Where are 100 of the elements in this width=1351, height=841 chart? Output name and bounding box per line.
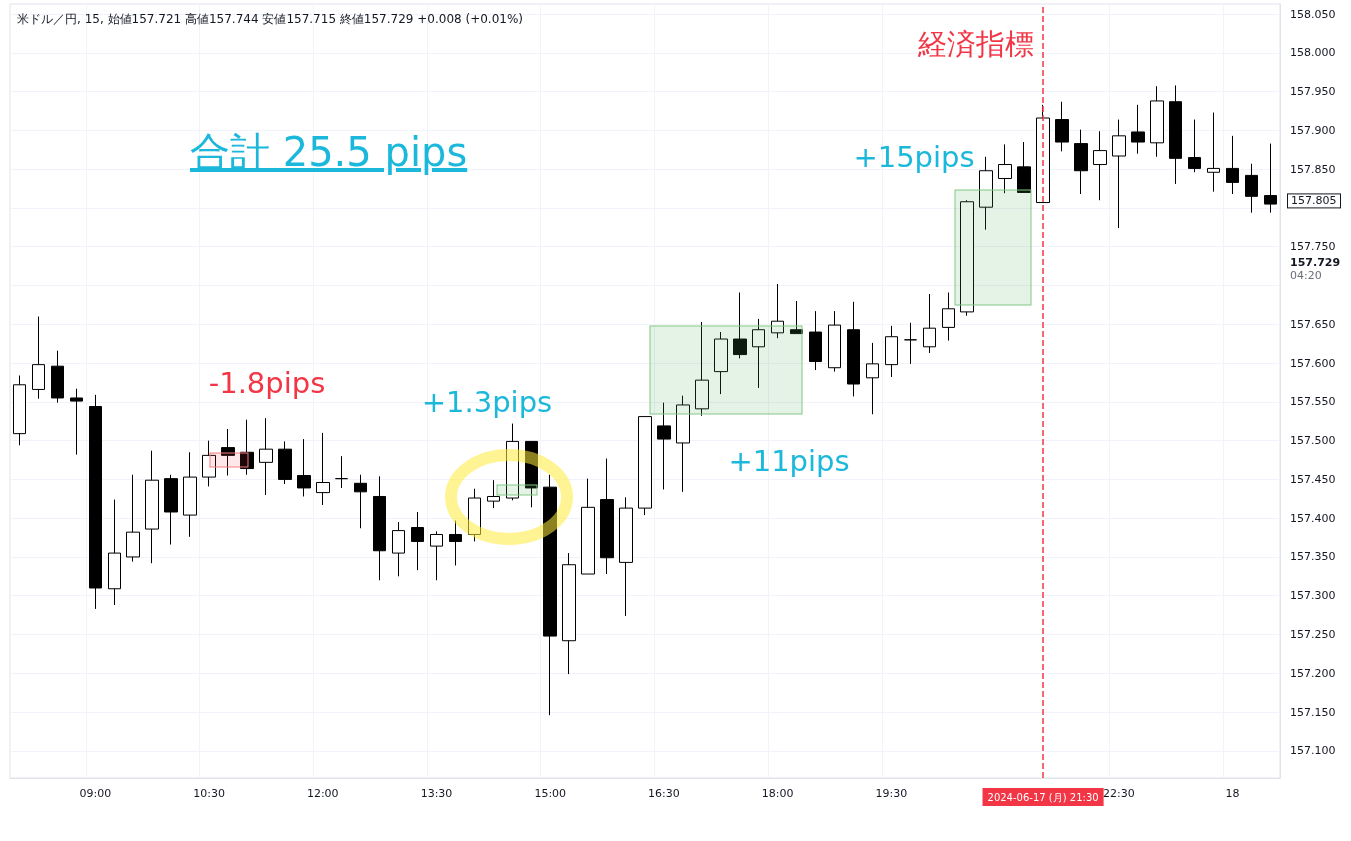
candlestick	[847, 301, 860, 397]
candlestick	[998, 143, 1012, 194]
candlestick	[676, 395, 690, 493]
candlestick	[164, 474, 178, 546]
candlestick	[960, 199, 974, 317]
candlestick	[506, 423, 519, 501]
candlestick	[259, 417, 273, 496]
candlestick	[240, 419, 254, 476]
candlestick	[373, 475, 386, 581]
y-tick-label: 158.000	[1290, 46, 1336, 60]
candlestick	[89, 394, 102, 610]
candlestick	[771, 283, 784, 339]
candlestick	[1074, 129, 1088, 195]
annotation: 経済指標	[918, 26, 1034, 62]
candlestick	[923, 293, 936, 354]
text: 157.805	[1287, 193, 1341, 209]
candlestick	[487, 479, 500, 509]
candlestick	[1131, 104, 1145, 155]
y-tick-label: 157.450	[1290, 472, 1336, 486]
candlestick	[411, 511, 424, 571]
candlestick	[108, 499, 121, 606]
candlestick	[1093, 130, 1107, 201]
x-tick-label: 16:30	[648, 787, 680, 800]
text: 米ドル／円, 15, 始値157.721 高値157.744 安値157.715 終値157.729 +0.008 (+0.01%)	[17, 12, 524, 26]
y-tick-label: 157.250	[1290, 628, 1336, 642]
candlestick	[904, 322, 917, 365]
candlestick	[866, 342, 879, 415]
x-tick-label: 09:00	[79, 787, 112, 800]
y-tick-label: 157.900	[1290, 123, 1336, 137]
annotation: 合計 25.5 pips	[190, 128, 468, 176]
candlestick	[335, 455, 348, 489]
y-tick-label: 157.300	[1290, 589, 1336, 603]
annotation: +15pips	[853, 139, 975, 175]
x-tick-label: 10:30	[193, 787, 225, 800]
y-tick-label: 157.100	[1290, 744, 1336, 758]
y-tick-label: 157.850	[1290, 162, 1336, 176]
candlestick	[354, 474, 367, 529]
x-tick-label: 2024-06-17 (月) 21:30	[987, 791, 1099, 803]
y-tick-label: 157.350	[1290, 550, 1336, 564]
candlestick	[278, 440, 292, 485]
candlestick	[1264, 143, 1277, 214]
candlestick	[525, 440, 538, 508]
candlestick	[543, 474, 557, 716]
candlestick	[1017, 141, 1031, 193]
y-tick-label: 157.550	[1290, 395, 1336, 409]
candlestick	[449, 520, 462, 566]
candlestick	[600, 457, 614, 575]
candlestick	[1112, 119, 1126, 229]
candlestick	[145, 450, 159, 564]
y-tick-label: 158.050	[1290, 7, 1336, 21]
text: 04:20	[1290, 269, 1322, 283]
candlestick	[657, 402, 671, 490]
x-tick-label: 13:30	[420, 787, 453, 800]
candlestick	[51, 350, 64, 404]
y-tick-label: 157.200	[1290, 666, 1336, 680]
candlestick	[885, 325, 898, 378]
candlestick	[581, 478, 595, 575]
candlestick	[430, 530, 443, 581]
candlestick	[979, 156, 993, 231]
y-tick-label: 157.650	[1290, 317, 1336, 331]
candlestick	[1188, 119, 1201, 173]
candlestick	[1169, 84, 1182, 185]
candlestick	[1150, 85, 1164, 158]
candlestick	[828, 310, 841, 373]
candlestick	[70, 388, 83, 456]
annotation: +1.3pips	[421, 384, 553, 420]
y-tick-label: 157.950	[1290, 85, 1336, 99]
x-tick-label: 19:30	[875, 787, 908, 800]
annotation: +11pips	[728, 443, 850, 479]
annotation: -1.8pips	[208, 365, 326, 401]
candlestick	[13, 374, 26, 446]
candlestick	[942, 292, 955, 342]
y-tick-label: 157.600	[1290, 356, 1336, 370]
candlestick	[809, 310, 822, 371]
candlestick	[32, 316, 45, 400]
x-tick-label: 22:30	[1103, 787, 1135, 800]
candlestick	[221, 428, 235, 477]
candlestick	[1226, 135, 1239, 195]
x-tick-label: 12:00	[306, 787, 339, 800]
x-tick-label: 15:00	[534, 787, 567, 800]
candlestick	[638, 416, 652, 516]
text: 157.729	[1290, 256, 1341, 270]
candlestick	[1055, 101, 1069, 152]
x-tick-label: 18:00	[761, 787, 794, 800]
y-tick-label: 157.750	[1290, 240, 1336, 254]
candlestick	[392, 521, 405, 577]
candlestick	[297, 438, 311, 497]
candlestick	[619, 496, 633, 617]
y-tick-label: 157.400	[1290, 511, 1336, 525]
y-tick-label: 157.500	[1290, 434, 1336, 448]
candlestick	[316, 432, 330, 506]
x-tick-label: 18	[1225, 787, 1240, 800]
candlestick	[562, 552, 576, 675]
candlestick	[126, 474, 140, 563]
candlestick	[183, 451, 197, 538]
candlestick	[1207, 112, 1220, 193]
candlestick	[468, 488, 481, 542]
y-tick-label: 157.150	[1290, 705, 1336, 719]
candlestick	[202, 440, 216, 487]
candlestick	[1245, 163, 1258, 214]
